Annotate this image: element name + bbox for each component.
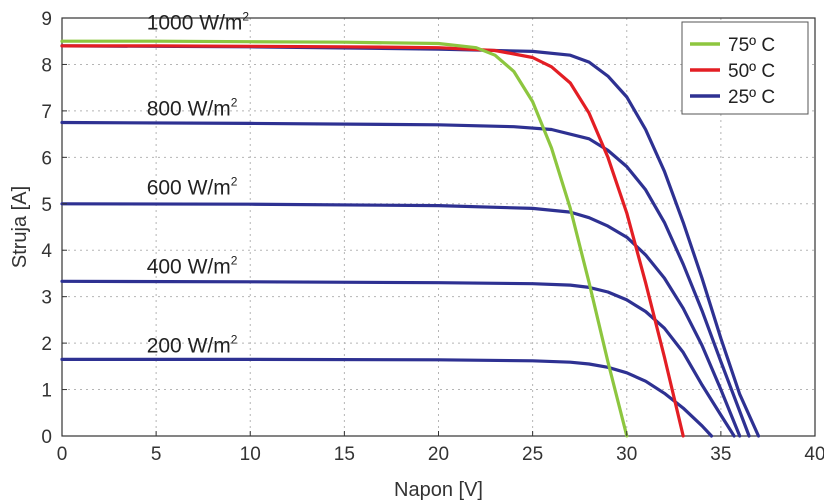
series-line: [60, 357, 714, 438]
y-tick-label: 9: [41, 9, 52, 30]
legend-label: 25º C: [728, 87, 775, 108]
x-tick-label: 40: [804, 444, 824, 465]
series-line: [60, 279, 736, 438]
irradiance-label: 1000 W/m2: [147, 10, 250, 35]
x-axis-title: Napon [V]: [394, 479, 483, 501]
irradiance-label: 600 W/m2: [147, 174, 238, 199]
y-tick-label: 8: [41, 55, 52, 76]
series-line: [60, 202, 742, 438]
irradiance-label: 200 W/m2: [147, 332, 238, 357]
series-line: [60, 120, 751, 438]
legend-label: 75º C: [728, 35, 775, 56]
x-tick-label: 20: [428, 444, 449, 465]
legend-label: 50º C: [728, 61, 775, 82]
y-tick-label: 5: [41, 195, 52, 216]
series-line: [60, 39, 629, 438]
y-tick-label: 3: [41, 288, 52, 309]
y-tick-label: 0: [41, 427, 52, 448]
x-tick-label: 25: [522, 444, 543, 465]
y-tick-label: 4: [41, 241, 52, 262]
y-tick-label: 2: [41, 334, 52, 355]
x-tick-label: 0: [57, 444, 68, 465]
x-tick-label: 15: [334, 444, 355, 465]
irradiance-label: 800 W/m2: [147, 96, 238, 121]
irradiance-labels: 1000 W/m2 800 W/m2 600 W/m2 400 W/m2 200 W/m…: [147, 10, 250, 358]
y-tick-label: 6: [41, 148, 52, 169]
x-tick-label: 5: [151, 444, 162, 465]
x-tick-label: 35: [710, 444, 731, 465]
y-tick-label: 7: [41, 102, 52, 123]
grid: [62, 18, 815, 436]
irradiance-label: 400 W/m2: [147, 253, 238, 278]
x-tick-label: 30: [616, 444, 637, 465]
y-tick-labels: 0 1 2 3 4 5 6 7 8 9: [41, 9, 67, 448]
series-lines: [60, 39, 761, 438]
series-line: [60, 44, 685, 438]
legend: 75º C 50º C 25º C: [681, 21, 809, 115]
y-tick-label: 1: [41, 381, 52, 402]
x-tick-label: 10: [240, 444, 261, 465]
y-axis-title: Struja [A]: [9, 186, 31, 268]
x-tick-labels: 0 5 10 15 20 25 30 35 40: [57, 431, 824, 465]
legend-box: [681, 21, 809, 115]
